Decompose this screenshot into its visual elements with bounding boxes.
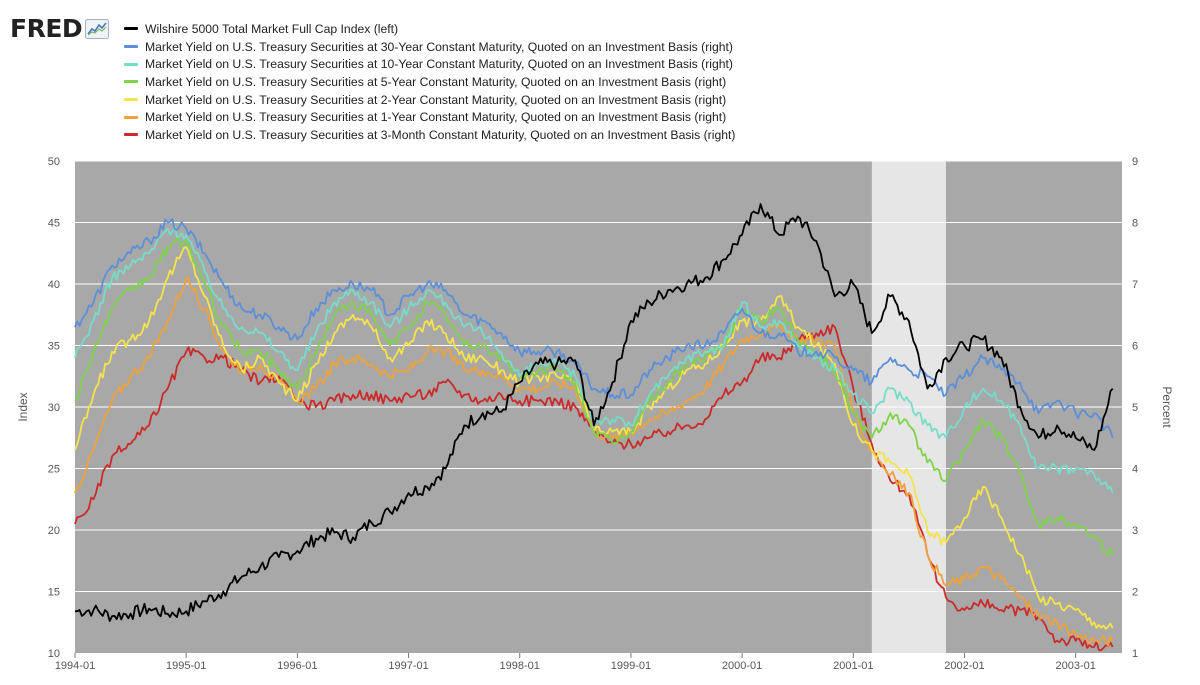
legend-swatch: [124, 115, 138, 119]
chart-legend: Wilshire 5000 Total Market Full Cap Inde…: [124, 20, 735, 144]
legend-swatch: [124, 62, 138, 66]
y-right-tick-label: 4: [1132, 464, 1138, 476]
y-left-tick-label: 25: [48, 464, 60, 476]
legend-item[interactable]: Market Yield on U.S. Treasury Securities…: [124, 108, 735, 126]
legend-label: Market Yield on U.S. Treasury Securities…: [145, 74, 727, 89]
legend-label: Market Yield on U.S. Treasury Securities…: [145, 110, 727, 125]
y-left-tick-label: 45: [48, 218, 60, 230]
legend-item[interactable]: Wilshire 5000 Total Market Full Cap Inde…: [124, 20, 735, 38]
legend-swatch: [124, 45, 138, 49]
y-left-tick-label: 30: [48, 402, 60, 414]
legend-item[interactable]: Market Yield on U.S. Treasury Securities…: [124, 38, 735, 56]
legend-swatch: [124, 27, 138, 31]
x-tick-label: 1999-01: [611, 660, 651, 672]
y-right-tick-label: 5: [1132, 402, 1138, 414]
y-right-tick-label: 1: [1132, 648, 1138, 660]
x-tick-label: 2003-01: [1055, 660, 1095, 672]
x-tick-label: 1997-01: [388, 660, 428, 672]
legend-item[interactable]: Market Yield on U.S. Treasury Securities…: [124, 73, 735, 91]
legend-label: Market Yield on U.S. Treasury Securities…: [145, 92, 727, 107]
series-group: [74, 237, 1114, 557]
y-left-tick-label: 10: [48, 648, 60, 660]
legend-label: Market Yield on U.S. Treasury Securities…: [145, 127, 736, 142]
x-tick-label: 1994-01: [55, 660, 95, 672]
legend-item[interactable]: Market Yield on U.S. Treasury Securities…: [124, 126, 735, 144]
x-tick-label: 1996-01: [277, 660, 317, 672]
fred-logo-text: FRED: [10, 14, 83, 43]
legend-swatch: [124, 80, 138, 84]
series-line: [74, 225, 1114, 494]
y-right-tick-label: 9: [1132, 156, 1138, 168]
legend-swatch: [124, 133, 138, 137]
y-right-tick-label: 2: [1132, 587, 1138, 599]
legend-swatch: [124, 98, 138, 102]
legend-label: Wilshire 5000 Total Market Full Cap Inde…: [145, 21, 399, 36]
legend-label: Market Yield on U.S. Treasury Securities…: [145, 57, 733, 72]
fred-sparkline-icon: [85, 18, 110, 39]
legend-item[interactable]: Market Yield on U.S. Treasury Securities…: [124, 91, 735, 109]
y-left-axis-title: Index: [16, 392, 30, 421]
y-left-tick-label: 15: [48, 587, 60, 599]
y-right-tick-label: 6: [1132, 341, 1138, 353]
x-tick-label: 2000-01: [722, 660, 762, 672]
series-group: [75, 203, 1114, 622]
series-line: [75, 203, 1114, 622]
x-tick-label: 1995-01: [166, 660, 206, 672]
y-left-tick-label: 35: [48, 341, 60, 353]
series-group: [74, 218, 1114, 439]
y-right-tick-label: 8: [1132, 218, 1138, 230]
y-left-tick-label: 50: [48, 156, 60, 168]
y-right-tick-label: 7: [1132, 279, 1138, 291]
series-line: [74, 218, 1114, 439]
x-tick-label: 1998-01: [500, 660, 540, 672]
legend-item[interactable]: Market Yield on U.S. Treasury Securities…: [124, 55, 735, 73]
y-right-tick-label: 3: [1132, 525, 1138, 537]
y-left-tick-label: 40: [48, 279, 60, 291]
y-right-axis-title: Percent: [1160, 386, 1174, 428]
fred-logo: FRED: [10, 14, 110, 43]
series-line: [74, 237, 1114, 557]
x-tick-label: 2002-01: [944, 660, 984, 672]
y-left-tick-label: 20: [48, 525, 60, 537]
legend-label: Market Yield on U.S. Treasury Securities…: [145, 39, 733, 54]
x-tick-label: 2001-01: [833, 660, 873, 672]
series-group: [74, 225, 1114, 494]
